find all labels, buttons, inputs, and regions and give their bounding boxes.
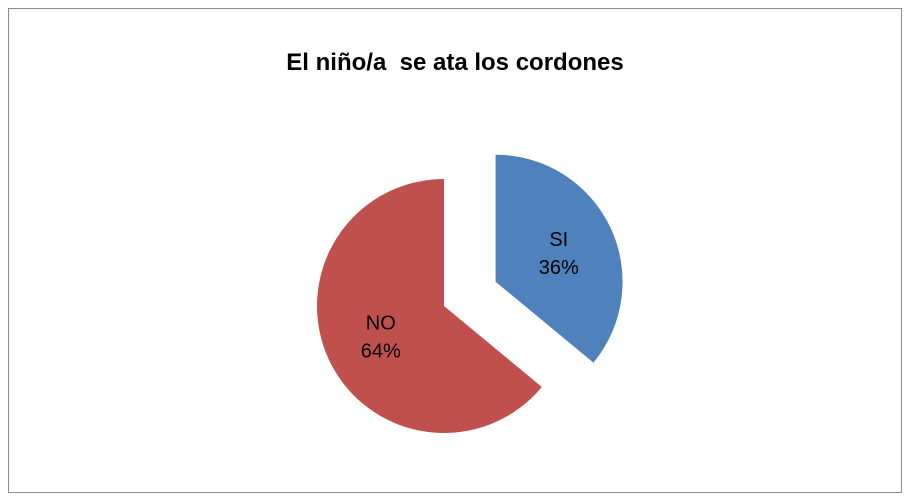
chart-frame: El niño/a se ata los cordones SI 36% NO 64% — [8, 8, 902, 493]
pie-chart: SI 36% NO 64% — [316, 154, 623, 434]
slice-percent-label: 64% — [361, 341, 401, 363]
pie-slice-no — [316, 179, 542, 434]
slice-category-label: NO — [366, 313, 396, 335]
chart-title: El niño/a se ata los cordones — [286, 49, 624, 76]
slice-percent-label: 36% — [539, 257, 579, 279]
slice-category-label: SI — [549, 229, 568, 251]
pie-slice-si — [495, 154, 623, 363]
